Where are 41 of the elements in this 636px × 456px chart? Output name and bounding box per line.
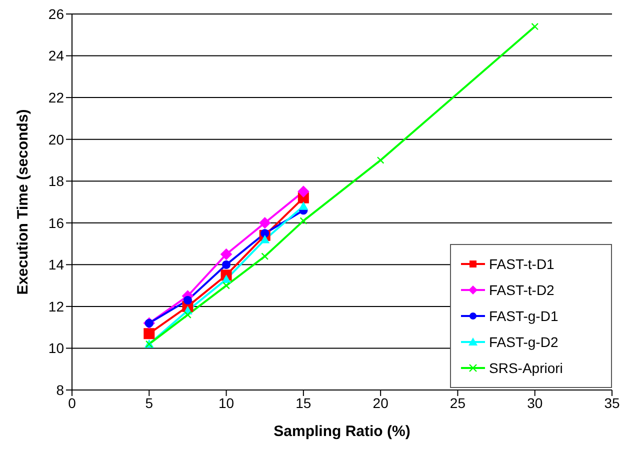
point	[258, 216, 271, 229]
legend-label: FAST-t-D2	[489, 282, 554, 298]
x-tick-label: 5	[145, 394, 154, 411]
point	[261, 252, 269, 260]
y-tick-label: 18	[48, 173, 64, 190]
y-tick-label: 16	[48, 214, 64, 231]
y-tick-label: 8	[56, 382, 64, 398]
x-tick-label: 30	[527, 394, 543, 411]
point	[300, 217, 308, 224]
y-tick-label: 22	[48, 90, 64, 106]
point	[222, 260, 231, 269]
y-tick-label: 12	[48, 298, 64, 314]
x-tick-label: 20	[372, 394, 389, 411]
y-axis-title: Execution Time (seconds)	[14, 109, 32, 295]
legend-label: SRS-Apriori	[489, 360, 563, 376]
x-tick-label: 25	[450, 394, 466, 411]
point	[260, 234, 270, 244]
legend-label: FAST-g-D1	[489, 308, 558, 324]
point	[144, 328, 155, 340]
point	[183, 296, 192, 304]
y-tick-label: 20	[48, 131, 64, 148]
y-tick-label: 24	[48, 48, 64, 64]
point	[184, 311, 192, 318]
x-tick-label: 0	[68, 394, 76, 411]
point	[260, 229, 270, 238]
legend-label: FAST-g-D2	[489, 334, 558, 350]
x-tick-label: 10	[218, 394, 234, 411]
point	[222, 274, 231, 283]
y-tick-label: 14	[48, 256, 64, 273]
point	[531, 22, 539, 30]
point	[298, 186, 310, 198]
x-axis-title: Sampling Ratio (%)	[274, 423, 410, 440]
x-tick-label: 15	[296, 394, 312, 411]
point	[298, 201, 308, 210]
point	[220, 248, 232, 260]
point	[222, 282, 230, 290]
y-tick-label: 10	[48, 340, 64, 356]
point	[376, 156, 384, 164]
x-tick-label: 35	[604, 394, 620, 411]
legend-label: FAST-t-D1	[489, 256, 554, 272]
y-tick-label: 26	[48, 6, 64, 22]
